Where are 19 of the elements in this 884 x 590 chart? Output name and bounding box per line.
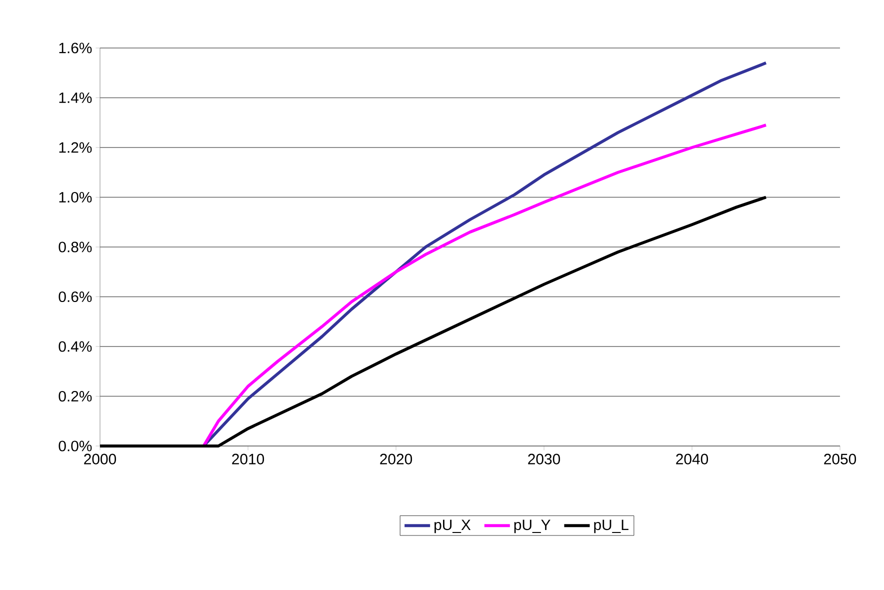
y-tick-label: 1.4% xyxy=(59,92,92,103)
y-tick-label: 0.6% xyxy=(58,291,92,302)
legend-label: pU_X xyxy=(434,520,471,534)
y-tick-label: 0.4% xyxy=(58,341,92,352)
y-tick-label: 0.2% xyxy=(58,390,92,402)
x-tick-label: 2040 xyxy=(676,454,708,464)
line-series xyxy=(98,196,768,448)
y-tick-label: 1.2% xyxy=(59,142,92,153)
x-tick-label: 2000 xyxy=(84,454,116,464)
x-tick-label: 2030 xyxy=(528,454,560,464)
y-tick-label: 1.0% xyxy=(59,192,92,203)
legend-label: pU_Y xyxy=(514,520,550,534)
x-tick-label: 2020 xyxy=(380,454,412,464)
y-tick-label: 0.8% xyxy=(58,242,92,252)
y-tick-label: 0.0% xyxy=(58,440,92,452)
x-tick-label: 2010 xyxy=(232,454,264,464)
y-tick-label: 1.6% xyxy=(59,42,92,54)
x-tick-label: 2050 xyxy=(824,454,856,464)
legend-label: pU_L xyxy=(594,520,628,534)
